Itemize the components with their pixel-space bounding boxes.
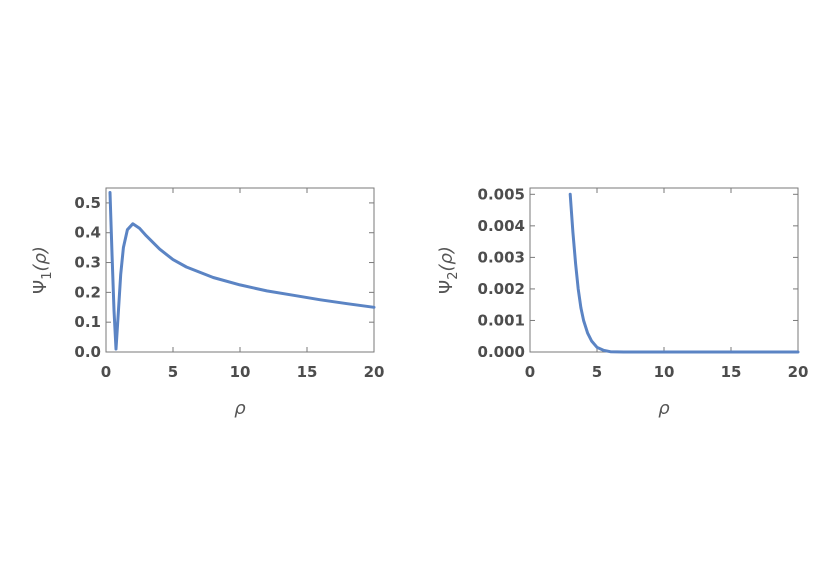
x-tick-label: 10 (230, 363, 251, 381)
x-tick-label: 15 (297, 363, 318, 381)
y-tick-label: 0.0 (74, 343, 101, 361)
x-tick-label: 5 (168, 363, 178, 381)
plot-psi1: 0 5 10 15 20 0.0 0.1 0.2 0.3 0.4 0.5 ρ Ψ1(ρ) (30, 187, 385, 419)
plot-psi2: 0 5 10 15 20 0.000 0.001 0.002 0.003 0.004 0.005 ρ Ψ… (436, 185, 808, 419)
y-tick-label: 0.2 (74, 283, 101, 301)
y-tick-label: 0.004 (478, 217, 525, 235)
x-tick-label: 20 (364, 363, 385, 381)
y-tick-label: 0.1 (74, 313, 101, 331)
x-tick-label: 5 (592, 363, 602, 381)
y-tick-label: 0.5 (74, 194, 101, 212)
y-axis-label: Ψ2(ρ) (436, 246, 461, 294)
y-tick-label: 0.002 (478, 280, 525, 298)
y-tick-label: 0.4 (74, 224, 101, 242)
y-tick-label: 0.005 (478, 185, 525, 203)
plot-frame (105, 187, 375, 353)
y-axis-label: Ψ1(ρ) (30, 246, 55, 294)
x-tick-label: 10 (654, 363, 675, 381)
y-tick-label: 0.3 (74, 254, 101, 272)
series-line (568, 192, 800, 354)
y-tick-label: 0.000 (478, 343, 525, 361)
x-tick-label: 15 (721, 363, 742, 381)
series-line (108, 191, 376, 351)
x-tick-label: 0 (525, 363, 535, 381)
x-axis-label: ρ (234, 398, 246, 419)
x-axis-label: ρ (658, 398, 670, 419)
x-tick-label: 20 (788, 363, 809, 381)
x-tick-label: 0 (101, 363, 111, 381)
y-tick-label: 0.003 (478, 248, 525, 266)
y-tick-label: 0.001 (478, 311, 525, 329)
